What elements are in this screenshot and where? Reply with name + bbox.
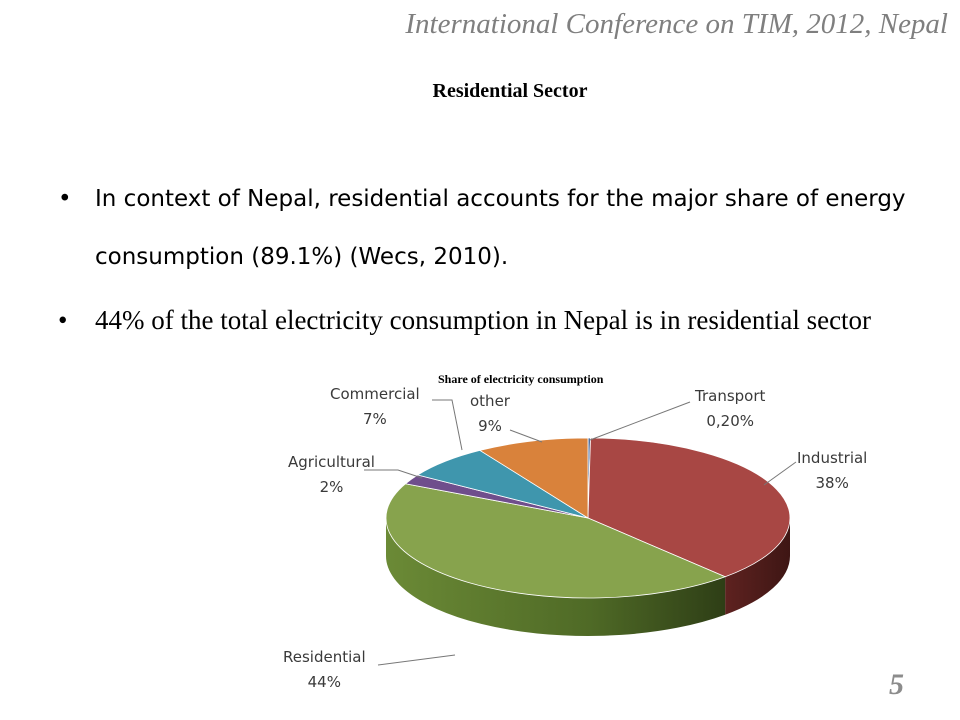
leader-line-other (509, 429, 543, 443)
slice-label-residential: Residential 44% (283, 645, 366, 695)
bullet-energy-share: • In context of Nepal, residential accou… (58, 170, 918, 286)
slice-value: 7% (362, 410, 387, 428)
bullet-marker: • (58, 186, 72, 212)
pie-slice-industrial (587, 437, 791, 578)
leader-line-agricultural (364, 469, 423, 479)
slice-name: other (470, 392, 510, 410)
slice-value: 2% (319, 478, 344, 496)
pie-slice-residential (385, 483, 727, 599)
leader-line-transport (589, 401, 691, 441)
pie-side-residential (386, 518, 726, 637)
slice-label-transport: Transport 0,20% (695, 384, 765, 434)
slice-name: Agricultural (288, 453, 375, 471)
slide-title: Residential Sector (432, 80, 588, 102)
pie-side-industrial (725, 518, 790, 615)
bullet-text: In context of Nepal, residential account… (95, 186, 906, 270)
slice-name: Residential (283, 648, 366, 666)
leader-line-industrial (763, 461, 797, 486)
bullet-electricity-share: • 44% of the total electricity consumpti… (58, 290, 918, 350)
slice-value: 0,20% (706, 412, 755, 430)
slice-label-industrial: Industrial 38% (797, 446, 867, 496)
leader-line-commercial (432, 399, 463, 451)
slice-value: 44% (307, 673, 341, 691)
slice-name: Industrial (797, 449, 868, 467)
bullet-marker: • (58, 305, 68, 335)
slice-label-agricultural: Agricultural 2% (288, 450, 375, 500)
conference-header: International Conference on TIM, 2012, N… (405, 8, 948, 40)
slice-value: 9% (478, 417, 502, 435)
leader-line-residential (377, 654, 456, 666)
slice-label-commercial: Commercial 7% (330, 382, 420, 432)
bullet-text: 44% of the total electricity consumption… (95, 305, 872, 335)
slice-label-other: other 9% (470, 389, 510, 439)
slice-name: Commercial (330, 385, 420, 403)
page-number: 5 (889, 668, 904, 701)
slice-name: Transport (695, 387, 766, 405)
chart-title: Share of electricity consumption (438, 372, 604, 386)
pie-slice-other (478, 437, 589, 519)
slice-value: 38% (815, 474, 849, 492)
